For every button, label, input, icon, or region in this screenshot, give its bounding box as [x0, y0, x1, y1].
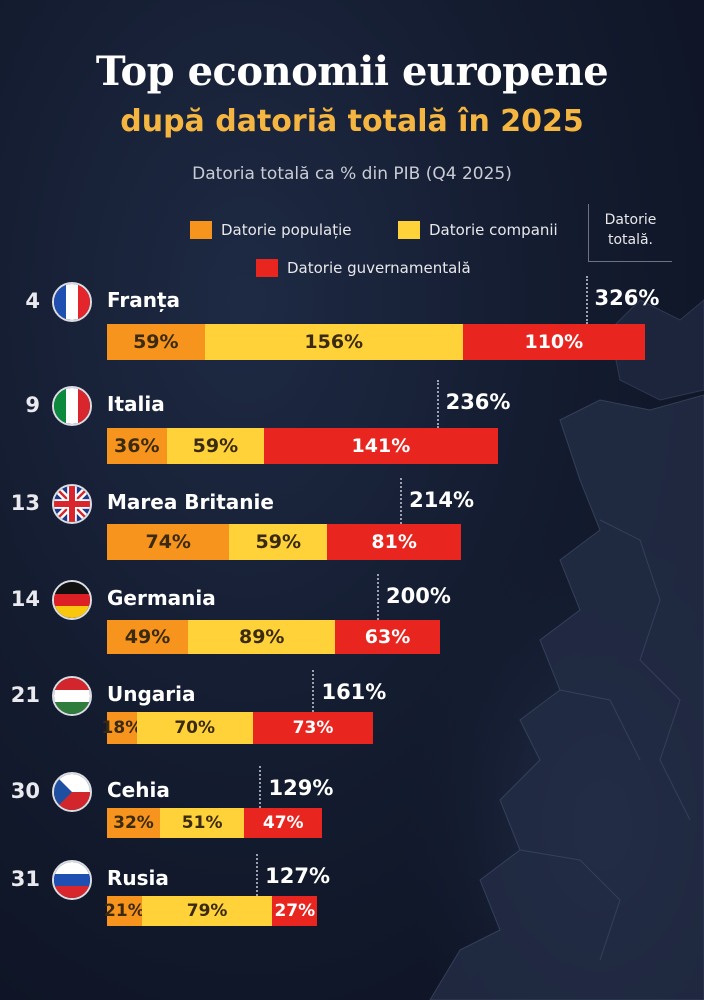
total-value-label: 129%: [268, 776, 334, 800]
legend-household-label: Datorie populație: [221, 221, 352, 239]
legend-government-swatch: [256, 259, 278, 277]
legend-total-line2: totală.: [607, 232, 654, 248]
legend-government: Datorie guvernamentală: [256, 259, 471, 277]
uk-flag-icon: [52, 484, 92, 524]
bar-segment-government: 110%: [462, 324, 645, 360]
total-value-label: 236%: [445, 390, 511, 414]
total-marker-line: [436, 380, 439, 428]
bar-segment-government: 81%: [327, 524, 462, 560]
bar-segment-companies: 59%: [166, 428, 265, 464]
country-name: Italia: [107, 392, 165, 416]
country-row: 13 Marea Britanie 214% 74% 59% 81%: [0, 478, 704, 574]
germany-flag-icon: [52, 580, 92, 620]
country-row: 21 Ungaria 161% 18% 70% 73%: [0, 670, 704, 766]
total-value-label: 127%: [265, 864, 331, 888]
bar-segment-household: 74%: [107, 524, 230, 560]
total-value-label: 326%: [594, 286, 660, 310]
bar-segment-household: 59%: [107, 324, 205, 360]
country-row: 4 Franța 326% 59% 156% 110%: [0, 276, 704, 372]
stacked-bar: 36% 59% 141%: [107, 428, 498, 464]
legend-companies-swatch: [398, 221, 420, 239]
russia-flag-icon: [52, 860, 92, 900]
bar-segment-household: 36%: [107, 428, 167, 464]
legend-total-line1: Datorie: [604, 212, 657, 228]
total-value-label: 200%: [386, 584, 451, 608]
rank-label: 21: [10, 683, 40, 707]
country-row: 14 Germania 200% 49% 89% 63%: [0, 574, 704, 670]
country-name: Ungaria: [107, 682, 196, 706]
total-marker-line: [256, 854, 259, 896]
bar-segment-companies: 59%: [229, 524, 328, 560]
stacked-bar: 49% 89% 63%: [107, 620, 440, 654]
chart-subtitle: după datoriă totală în 2025: [120, 104, 584, 139]
bar-segment-household: 32%: [107, 808, 160, 838]
total-marker-line: [259, 766, 262, 808]
hungary-flag-icon: [52, 676, 92, 716]
total-marker-line: [585, 276, 588, 324]
bar-segment-household: 21%: [104, 896, 145, 926]
stacked-bar: 18% 70% 73%: [102, 712, 374, 744]
country-name: Rusia: [107, 866, 169, 890]
country-row: 9 Italia 236% 36% 59% 141%: [0, 380, 704, 476]
bar-segment-companies: 79%: [141, 896, 273, 926]
chart-caption: Datoria totală ca % din PIB (Q4 2025): [192, 164, 512, 184]
bar-segment-household: 18%: [102, 712, 142, 744]
bar-segment-companies: 70%: [136, 712, 253, 744]
total-marker-line: [377, 574, 379, 620]
country-row: 30 Cehia 129% 32% 51% 47%: [0, 766, 704, 862]
legend-government-label: Datorie guvernamentală: [287, 259, 471, 277]
stacked-bar: 32% 51% 47%: [107, 808, 323, 838]
rank-label: 14: [10, 587, 40, 611]
stacked-bar: 59% 156% 110%: [107, 324, 645, 360]
rank-label: 13: [10, 491, 40, 515]
legend-companies-label: Datorie companii: [429, 221, 558, 239]
legend-companies: Datorie companii: [398, 221, 558, 239]
legend-household: Datorie populație: [190, 221, 352, 239]
czech-flag-icon: [52, 772, 92, 812]
stacked-bar: 74% 59% 81%: [107, 524, 462, 560]
country-name: Germania: [107, 586, 216, 610]
rank-label: 4: [25, 289, 40, 313]
total-value-label: 214%: [409, 488, 475, 512]
bar-segment-government: 63%: [335, 620, 440, 654]
country-name: Marea Britanie: [107, 490, 274, 514]
country-name: Cehia: [107, 778, 170, 802]
bar-segment-government: 47%: [244, 808, 323, 838]
rank-label: 9: [25, 393, 40, 417]
total-marker-line: [312, 670, 315, 712]
country-name: Franța: [107, 288, 181, 312]
chart-title: Top economii europene: [95, 48, 609, 95]
stacked-bar: 21% 79% 27%: [104, 896, 318, 926]
total-value-label: 161%: [321, 680, 387, 704]
italy-flag-icon: [52, 386, 92, 426]
legend-household-swatch: [190, 221, 212, 239]
bar-segment-companies: 156%: [204, 324, 463, 360]
bar-segment-household: 49%: [107, 620, 189, 654]
bar-segment-companies: 51%: [159, 808, 245, 838]
france-flag-icon: [52, 282, 92, 322]
bar-segment-government: 141%: [264, 428, 498, 464]
country-row: 31 Rusia 127% 21% 79% 27%: [0, 854, 704, 950]
legend-total: Datorie totală.: [588, 204, 672, 262]
bar-segment-government: 27%: [272, 896, 318, 926]
bar-segment-government: 73%: [252, 712, 374, 744]
rank-label: 31: [10, 867, 40, 891]
total-marker-line: [400, 478, 403, 524]
rank-label: 30: [10, 779, 40, 803]
bar-segment-companies: 89%: [188, 620, 336, 654]
